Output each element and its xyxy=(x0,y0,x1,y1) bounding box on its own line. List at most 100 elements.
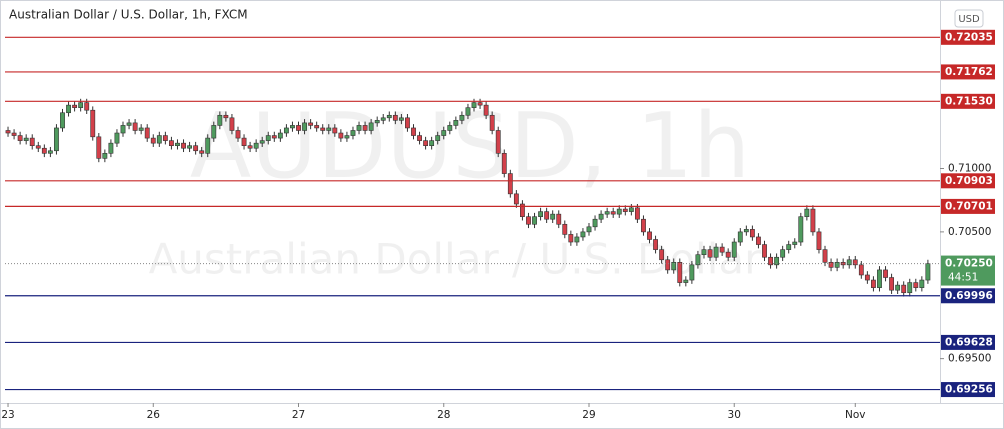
candle-body xyxy=(199,150,205,154)
candle-body xyxy=(411,127,416,136)
candle-body xyxy=(169,140,174,146)
candle-body xyxy=(108,142,114,154)
candle-body xyxy=(54,127,59,152)
candle-body xyxy=(513,193,519,205)
candle-body xyxy=(17,135,23,141)
candle-body xyxy=(610,211,616,215)
candle-body xyxy=(520,203,525,217)
candle-body xyxy=(211,125,217,139)
candle-body xyxy=(889,277,895,291)
level-label-box xyxy=(941,334,995,350)
candle-body xyxy=(846,259,852,266)
x-tick-label: Nov xyxy=(845,409,866,421)
candle-body xyxy=(507,173,513,195)
candle-body xyxy=(453,120,459,126)
candle-body xyxy=(84,102,90,111)
candle-body xyxy=(822,249,828,263)
currency-box[interactable] xyxy=(954,9,984,28)
level-label-box xyxy=(941,382,995,398)
candle-body xyxy=(907,282,913,294)
candle-body xyxy=(398,117,404,121)
level-label: 0.71762 xyxy=(945,66,993,78)
candle-body xyxy=(725,251,731,258)
candle-body xyxy=(647,231,652,240)
candle-body xyxy=(792,241,798,245)
currency[interactable]: USD xyxy=(958,14,980,25)
candle-body xyxy=(816,231,822,250)
level-label-box xyxy=(941,64,995,80)
watermark: Australian Dollar / U.S. Dollar xyxy=(149,235,763,284)
candle-body xyxy=(35,145,41,149)
candle-body xyxy=(308,122,314,126)
candle-body xyxy=(762,244,767,258)
candle-body xyxy=(29,137,35,146)
candle-body xyxy=(749,229,755,238)
candle-body xyxy=(247,145,253,149)
candle-body xyxy=(634,207,640,220)
candle-body xyxy=(877,269,882,288)
level-label: 0.71530 xyxy=(945,95,993,107)
candle-body xyxy=(677,262,683,283)
candle-body xyxy=(132,122,138,131)
candle-body xyxy=(277,132,283,139)
x-tick-label: 29 xyxy=(582,409,595,421)
candle-body xyxy=(653,239,658,250)
candle-body xyxy=(283,127,289,134)
candle-body xyxy=(756,236,761,245)
candle-body xyxy=(380,117,386,121)
candle-body xyxy=(290,125,295,129)
candle-body xyxy=(344,135,350,139)
x-tick-label: 30 xyxy=(728,409,741,421)
y-tick-label: 0.71000 xyxy=(948,163,991,175)
candle-body xyxy=(459,114,465,121)
level-label: 0.70903 xyxy=(945,175,993,187)
candle-body xyxy=(187,145,192,149)
candle-body xyxy=(743,229,749,233)
candle-body xyxy=(592,218,598,228)
candle-body xyxy=(435,135,441,141)
candle-body xyxy=(259,140,265,144)
candle-body xyxy=(114,132,120,144)
candle-body xyxy=(550,213,556,220)
candle-body xyxy=(628,207,634,212)
candle-body xyxy=(265,135,271,141)
candle-body xyxy=(659,249,665,261)
last-price-label: 0.70250 xyxy=(945,258,993,270)
candle-body xyxy=(828,262,834,268)
candle-body xyxy=(701,249,707,256)
candle-body xyxy=(423,140,429,146)
candle-body xyxy=(913,282,919,288)
level-label-box xyxy=(941,198,995,214)
candle-body xyxy=(477,102,483,106)
candle-body xyxy=(568,234,574,243)
candle-body xyxy=(41,147,47,154)
candle-body xyxy=(768,256,773,266)
candle-body xyxy=(695,254,701,266)
candle-body xyxy=(332,127,338,134)
candle-body xyxy=(78,102,84,108)
candle-body xyxy=(47,150,53,154)
x-tick-label: 26 xyxy=(147,409,161,421)
candle-body xyxy=(526,216,531,225)
candle-body xyxy=(417,135,422,141)
candle-body xyxy=(320,127,326,131)
candle-body xyxy=(901,284,907,294)
candle-body xyxy=(919,279,925,288)
candle-body xyxy=(689,264,695,281)
level-label: 0.69996 xyxy=(945,290,993,302)
candle-body xyxy=(96,136,102,159)
candle-body xyxy=(405,117,410,129)
candle-body xyxy=(852,259,858,266)
candle-body xyxy=(737,231,743,243)
candle-body xyxy=(271,135,277,139)
candle-body xyxy=(326,127,332,131)
candle-body xyxy=(840,262,846,266)
candle-body xyxy=(731,241,737,258)
candle-body xyxy=(156,135,162,144)
candle-body xyxy=(495,130,501,154)
candle-body xyxy=(622,208,628,212)
candle-body xyxy=(641,218,646,233)
candle-body xyxy=(302,122,307,131)
candle-body xyxy=(126,122,132,126)
